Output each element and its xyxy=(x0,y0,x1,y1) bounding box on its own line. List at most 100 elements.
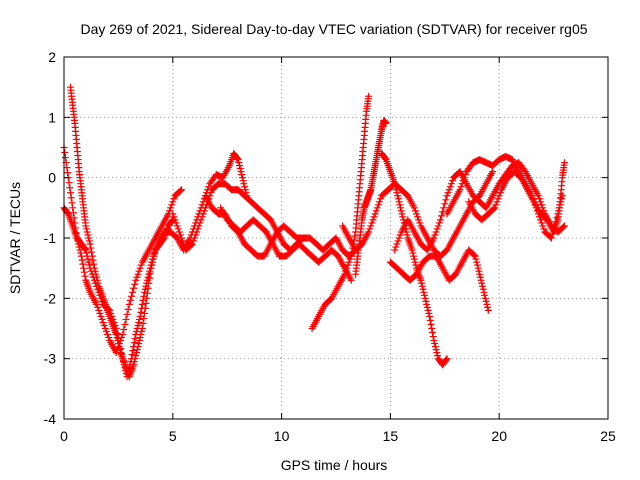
data-point xyxy=(445,186,453,194)
data-point xyxy=(114,340,122,348)
data-point xyxy=(532,204,540,212)
data-point xyxy=(146,269,154,277)
data-point xyxy=(414,213,422,221)
data-point xyxy=(540,225,548,233)
data-point xyxy=(104,331,112,339)
data-point xyxy=(192,231,200,239)
data-point xyxy=(438,212,446,220)
data-point xyxy=(531,201,539,209)
data-point xyxy=(89,256,97,264)
data-point xyxy=(428,325,436,332)
data-point xyxy=(418,279,426,287)
data-point xyxy=(410,255,418,263)
data-point xyxy=(134,343,142,351)
data-point xyxy=(135,267,143,275)
data-point xyxy=(85,237,93,245)
data-point xyxy=(496,189,504,197)
data-point xyxy=(347,276,355,284)
data-point xyxy=(348,248,356,256)
data-point xyxy=(479,285,487,293)
data-point xyxy=(417,276,425,284)
data-point xyxy=(188,240,196,248)
data-point xyxy=(436,216,444,224)
data-point xyxy=(200,207,208,215)
data-point xyxy=(423,300,431,308)
data-point xyxy=(555,207,563,215)
data-point xyxy=(139,319,147,327)
data-point xyxy=(409,249,417,257)
data-point xyxy=(138,328,146,336)
data-point xyxy=(553,214,561,222)
data-point xyxy=(424,306,432,314)
data-point xyxy=(558,192,566,200)
data-point xyxy=(420,291,428,299)
data-point xyxy=(481,294,489,302)
axis-ticks xyxy=(63,56,609,420)
y-tick-label: -1 xyxy=(44,230,57,246)
data-point xyxy=(559,223,567,231)
data-point xyxy=(479,282,487,290)
data-point xyxy=(159,235,167,243)
data-point xyxy=(130,284,138,292)
data-point xyxy=(369,216,377,224)
data-point xyxy=(130,358,138,366)
data-point xyxy=(96,309,104,317)
data-point xyxy=(299,234,307,242)
data-point xyxy=(239,177,247,185)
data-point xyxy=(530,198,538,206)
data-point xyxy=(129,347,137,355)
data-point xyxy=(484,303,492,311)
chart-title: Day 269 of 2021, Sidereal Day-to-day VTE… xyxy=(80,21,587,37)
data-point xyxy=(392,186,400,194)
y-tick-label: 0 xyxy=(48,170,56,186)
data-point xyxy=(237,168,245,176)
data-point xyxy=(419,285,427,293)
data-point xyxy=(431,340,439,348)
data-point xyxy=(394,237,402,245)
y-tick-label: -4 xyxy=(44,411,57,427)
data-point xyxy=(133,273,141,281)
data-point xyxy=(368,219,376,227)
data-point xyxy=(113,334,121,342)
data-point xyxy=(82,225,90,233)
data-point xyxy=(148,258,156,266)
data-point xyxy=(234,156,242,164)
data-point xyxy=(85,258,93,266)
data-point xyxy=(134,270,142,278)
data-point xyxy=(540,207,548,215)
data-point xyxy=(176,231,184,239)
data-point xyxy=(233,155,241,163)
data-point xyxy=(236,165,244,173)
data-point xyxy=(367,222,375,230)
data-point xyxy=(460,174,468,182)
data-point xyxy=(87,244,95,252)
data-point xyxy=(136,312,144,320)
data-point xyxy=(94,279,102,287)
data-point xyxy=(140,314,148,322)
series-sat-e xyxy=(201,192,307,260)
data-point xyxy=(365,228,373,236)
data-point xyxy=(119,331,127,339)
data-point xyxy=(478,279,486,287)
x-tick-label: 20 xyxy=(491,428,507,444)
data-point xyxy=(477,276,485,284)
data-point xyxy=(97,312,105,320)
data-point xyxy=(476,270,484,278)
data-point xyxy=(126,296,134,304)
data-point xyxy=(391,246,399,254)
data-point xyxy=(88,252,96,260)
data-point xyxy=(130,339,138,347)
data-point xyxy=(67,194,75,202)
data-point xyxy=(170,213,178,221)
data-point xyxy=(555,204,563,212)
data-point xyxy=(431,231,439,239)
data-point xyxy=(136,334,144,342)
data-point xyxy=(82,249,90,257)
data-point xyxy=(132,276,140,284)
data-point xyxy=(166,207,174,215)
data-point xyxy=(131,355,139,363)
data-point xyxy=(149,255,157,263)
data-point xyxy=(423,303,431,311)
data-point xyxy=(145,279,153,287)
data-point xyxy=(93,300,101,308)
